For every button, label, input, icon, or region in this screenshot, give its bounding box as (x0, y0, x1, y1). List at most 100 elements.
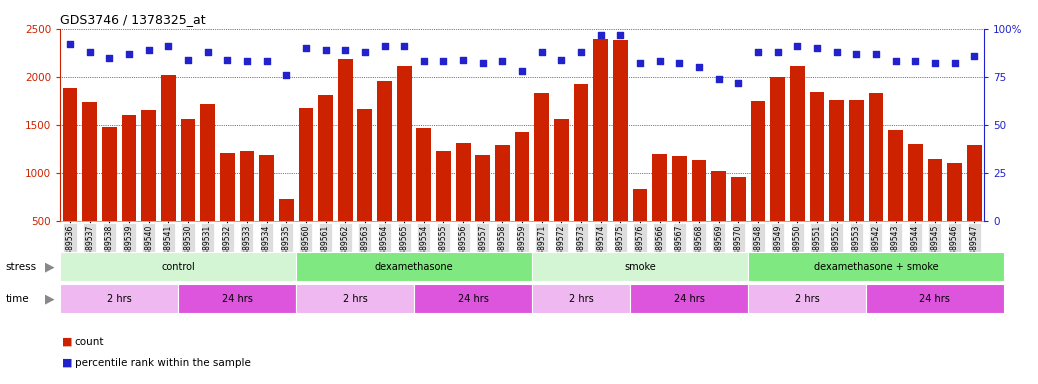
Bar (82, 102, 98, 221)
Point (927, 60, 944, 66)
Bar (161, 75, 175, 221)
Bar (456, 143, 470, 221)
Text: control: control (161, 262, 195, 272)
Point (809, 45, 825, 51)
Bar (377, 81, 392, 221)
Point (494, 58, 511, 65)
Point (769, 49, 786, 55)
Text: ▶: ▶ (45, 292, 55, 305)
Bar (240, 151, 254, 221)
Bar (357, 109, 373, 221)
Point (357, 49, 374, 55)
Point (180, 56, 196, 63)
Point (612, 31, 629, 38)
Bar (613, 40, 628, 221)
Bar (652, 154, 667, 221)
Bar (672, 157, 687, 221)
Bar (829, 100, 844, 221)
Point (101, 55, 117, 61)
Text: 24 hrs: 24 hrs (222, 293, 252, 304)
Point (219, 56, 236, 63)
Text: dexamethasone + smoke: dexamethasone + smoke (814, 262, 938, 272)
Point (966, 53, 983, 59)
Text: smoke: smoke (624, 262, 656, 272)
Point (199, 49, 216, 55)
Text: count: count (75, 337, 104, 347)
Point (710, 76, 727, 82)
Point (887, 58, 904, 65)
Bar (908, 144, 923, 221)
Point (474, 60, 491, 66)
Text: 2 hrs: 2 hrs (569, 293, 594, 304)
Bar (62, 88, 78, 221)
Bar (594, 39, 608, 221)
Bar (436, 151, 450, 221)
Point (593, 31, 609, 38)
Bar (849, 100, 864, 221)
Text: 2 hrs: 2 hrs (795, 293, 819, 304)
Text: 2 hrs: 2 hrs (107, 293, 132, 304)
Point (455, 56, 471, 63)
Point (140, 47, 157, 53)
Point (61, 41, 78, 47)
Point (81, 49, 98, 55)
Bar (220, 152, 235, 221)
Bar (299, 108, 313, 221)
Bar (810, 92, 824, 221)
Text: stress: stress (5, 262, 36, 272)
Point (160, 43, 176, 49)
Bar (121, 115, 136, 221)
Bar (770, 77, 785, 221)
Point (120, 51, 137, 57)
Bar (279, 199, 294, 221)
Point (690, 64, 707, 70)
Bar (633, 189, 648, 221)
Text: GDS3746 / 1378325_at: GDS3746 / 1378325_at (60, 13, 206, 26)
Bar (889, 129, 903, 221)
Point (828, 49, 845, 55)
Bar (535, 93, 549, 221)
Bar (515, 132, 529, 221)
Point (947, 60, 963, 66)
Point (318, 47, 334, 53)
Text: dexamethasone: dexamethasone (375, 262, 454, 272)
Text: 24 hrs: 24 hrs (674, 293, 705, 304)
Bar (181, 119, 195, 221)
Text: ■: ■ (62, 337, 73, 347)
Point (671, 60, 687, 66)
Text: ■: ■ (62, 358, 73, 368)
Text: 2 hrs: 2 hrs (343, 293, 367, 304)
Point (435, 58, 452, 65)
Point (730, 79, 746, 86)
Point (907, 58, 924, 65)
Bar (711, 171, 726, 221)
Point (514, 68, 530, 74)
Point (868, 51, 884, 57)
Bar (260, 155, 274, 221)
Bar (750, 101, 765, 221)
Bar (869, 93, 883, 221)
Bar (416, 127, 431, 221)
Point (789, 43, 805, 49)
Text: percentile rank within the sample: percentile rank within the sample (75, 358, 250, 368)
Text: 24 hrs: 24 hrs (920, 293, 951, 304)
Point (534, 49, 550, 55)
Text: ▶: ▶ (45, 260, 55, 273)
Point (573, 49, 590, 55)
Bar (554, 119, 569, 221)
Bar (200, 104, 215, 221)
Bar (337, 58, 353, 221)
Point (376, 43, 392, 49)
Bar (397, 66, 411, 221)
Bar (790, 66, 804, 221)
Point (258, 58, 275, 65)
Text: time: time (5, 293, 29, 304)
Bar (966, 145, 982, 221)
Point (848, 51, 865, 57)
Bar (928, 159, 943, 221)
Point (652, 58, 668, 65)
Bar (141, 111, 156, 221)
Bar (691, 161, 707, 221)
Bar (731, 177, 745, 221)
Bar (475, 155, 490, 221)
